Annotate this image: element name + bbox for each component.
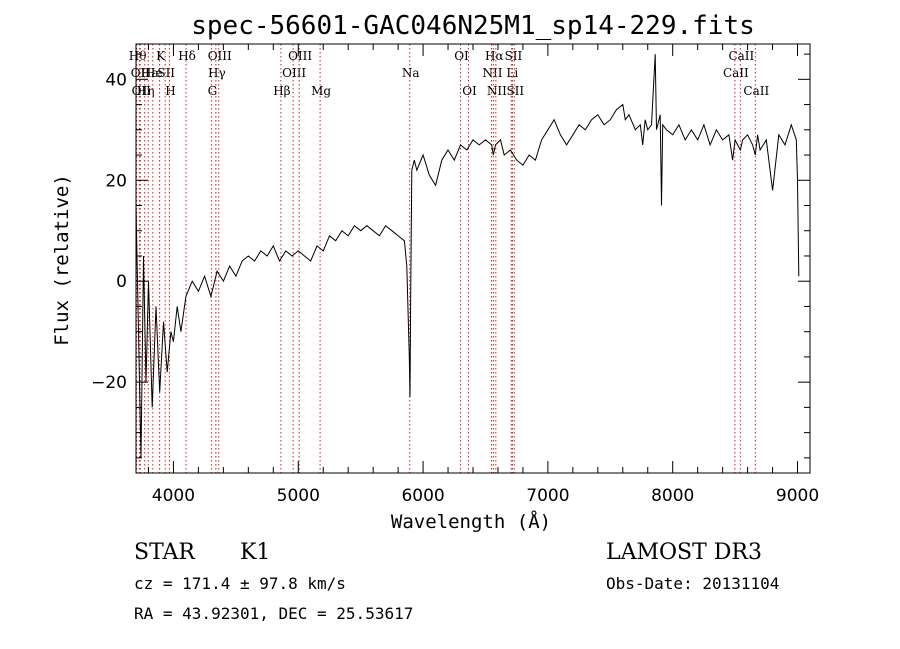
line-marker-label: Hε bbox=[141, 66, 158, 80]
object-subclass: K1 bbox=[240, 540, 270, 565]
line-marker-label: Na bbox=[402, 66, 420, 80]
line-marker-label: SII bbox=[157, 66, 175, 80]
coordinates-text: RA = 43.92301, DEC = 25.53617 bbox=[134, 604, 413, 623]
line-marker-label: OI bbox=[462, 84, 477, 98]
y-tick-label: 40 bbox=[105, 70, 127, 90]
x-tick-label: 8000 bbox=[651, 486, 694, 506]
x-tick-label: 7000 bbox=[526, 486, 569, 506]
line-marker-label: SII bbox=[505, 49, 523, 63]
line-marker-label: G bbox=[208, 84, 218, 98]
line-marker-label: Hα bbox=[485, 49, 504, 63]
line-marker-label: K bbox=[156, 49, 166, 63]
object-class: STAR bbox=[134, 540, 196, 565]
spectral-line-markers: HθOIIOIIHηHεHeKSIIHHδGHγOIIIHβOIIIOIIIMg… bbox=[129, 44, 769, 473]
line-marker-label: CaII bbox=[723, 66, 749, 80]
line-marker-label: Mg bbox=[311, 84, 331, 98]
chart-title: spec-56601-GAC046N25M1_sp14-229.fits bbox=[191, 11, 755, 41]
line-marker-label: Hγ bbox=[208, 66, 226, 80]
line-marker-label: Hη bbox=[137, 84, 155, 98]
line-marker-label: CaII bbox=[743, 84, 769, 98]
line-marker-label: NII bbox=[482, 66, 502, 80]
axis-tick-labels: 4000 5000 6000 7000 8000 9000 −20 0 20 40 bbox=[91, 70, 819, 506]
axis-ticks bbox=[136, 44, 810, 473]
survey-name: LAMOST DR3 bbox=[606, 540, 762, 565]
line-marker-label: OIII bbox=[282, 66, 306, 80]
line-marker-label: OIII bbox=[208, 49, 232, 63]
y-tick-label: 20 bbox=[105, 171, 127, 191]
line-marker-label: CaII bbox=[728, 49, 754, 63]
y-axis-label: Flux (relative) bbox=[51, 174, 73, 346]
x-tick-label: 9000 bbox=[776, 486, 819, 506]
x-tick-label: 5000 bbox=[277, 486, 320, 506]
redshift-text: cz = 171.4 ± 97.8 km/s bbox=[134, 574, 346, 593]
plot-frame bbox=[135, 43, 811, 474]
line-marker-label: H bbox=[165, 84, 175, 98]
x-axis-label: Wavelength (Å) bbox=[391, 510, 551, 533]
x-tick-label: 4000 bbox=[152, 486, 195, 506]
y-tick-label: 0 bbox=[116, 272, 127, 292]
line-marker-label: OI bbox=[454, 49, 469, 63]
obs-date-text: Obs-Date: 20131104 bbox=[606, 574, 779, 593]
line-marker-label: Hβ bbox=[273, 84, 290, 98]
line-marker-label: He bbox=[145, 66, 163, 80]
y-tick-label: −20 bbox=[91, 373, 127, 393]
line-marker-label: Hδ bbox=[178, 49, 196, 63]
line-marker-label: SII bbox=[506, 84, 524, 98]
x-tick-label: 6000 bbox=[401, 486, 444, 506]
line-marker-label: Hθ bbox=[129, 49, 147, 63]
line-marker-label: NII bbox=[487, 84, 507, 98]
line-marker-label: OIII bbox=[288, 49, 312, 63]
spectrum-series-line bbox=[135, 54, 800, 458]
